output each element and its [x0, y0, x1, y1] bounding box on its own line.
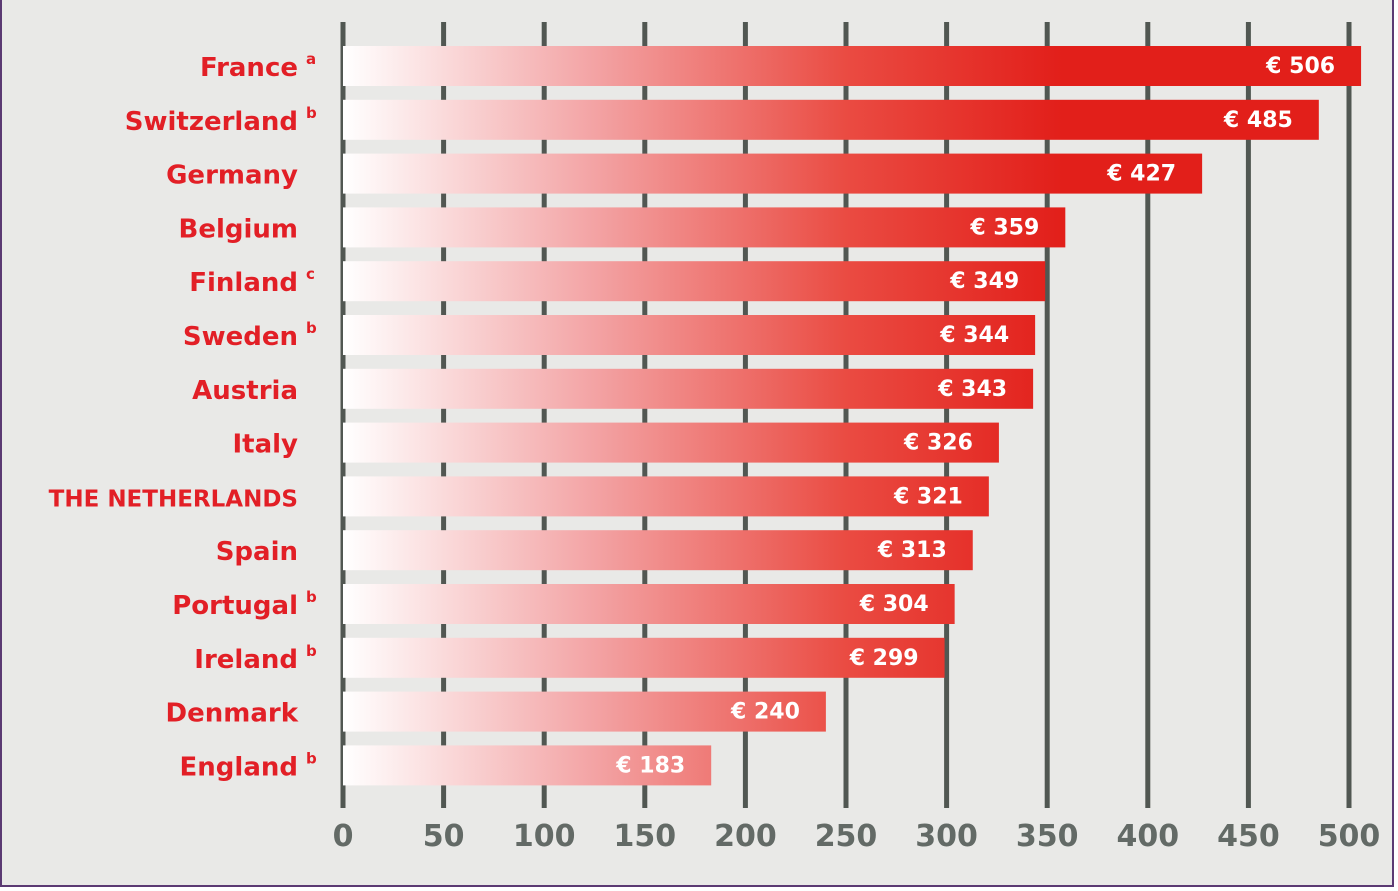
x-tick-label-100: 100 [513, 819, 576, 854]
category-label: Denmark [166, 699, 299, 729]
category-label: Sweden [183, 322, 298, 352]
value-label: € 299 [849, 646, 919, 671]
value-label: € 343 [937, 377, 1007, 402]
footnote-marker: b [306, 642, 317, 660]
bar-austria [343, 368, 1034, 409]
category-label: Belgium [179, 214, 299, 244]
category-label: England [180, 752, 298, 782]
x-tick-label-0: 0 [333, 819, 354, 854]
footnote-marker: b [306, 749, 317, 767]
bar-finland [343, 261, 1046, 302]
bar-italy [343, 422, 999, 463]
value-label: € 304 [859, 592, 929, 617]
category-label: Portugal [172, 591, 298, 621]
x-tick-label-450: 450 [1217, 819, 1280, 854]
x-tick-label-500: 500 [1318, 819, 1381, 854]
value-label: € 485 [1223, 108, 1293, 133]
category-label: Switzerland [125, 107, 298, 137]
bar-portugal [343, 584, 955, 624]
category-label: THE NETHERLANDS [49, 486, 298, 512]
bar-france [343, 46, 1362, 86]
category-label: Finland [189, 268, 298, 298]
category-label: Ireland [194, 645, 298, 675]
footnote-marker: c [306, 265, 315, 283]
value-label: € 359 [969, 215, 1039, 240]
category-label: France [200, 53, 298, 83]
footnote-marker: b [306, 319, 317, 337]
bar-spain [343, 530, 973, 571]
x-tick-label-150: 150 [613, 819, 676, 854]
value-label: € 344 [939, 323, 1009, 348]
value-label: € 183 [615, 753, 685, 778]
value-label: € 240 [730, 700, 800, 725]
value-label: € 349 [949, 269, 1019, 294]
bar-switzerland [343, 99, 1319, 140]
x-tick-label-350: 350 [1016, 819, 1079, 854]
x-tick-label-200: 200 [714, 819, 777, 854]
x-tick-label-300: 300 [915, 819, 978, 854]
footnote-marker: b [306, 588, 317, 606]
bar-ireland [343, 637, 945, 678]
bar-the-netherlands [343, 476, 989, 517]
category-label: Italy [232, 430, 298, 460]
bar-belgium [343, 207, 1066, 248]
category-label: Spain [216, 537, 298, 567]
value-label: € 506 [1265, 54, 1335, 79]
value-label: € 321 [893, 484, 963, 509]
value-label: € 313 [877, 538, 947, 563]
x-tick-label-250: 250 [815, 819, 878, 854]
footnote-marker: a [306, 50, 316, 68]
value-label: € 427 [1106, 162, 1176, 187]
x-tick-label-400: 400 [1116, 819, 1179, 854]
category-label: Germany [166, 161, 298, 191]
value-label: € 326 [903, 431, 973, 456]
category-label: Austria [192, 376, 298, 406]
x-tick-label-50: 50 [423, 819, 465, 854]
bar-denmark [343, 691, 826, 732]
bar-england [343, 745, 712, 786]
bar-germany [343, 153, 1203, 194]
footnote-marker: b [306, 104, 317, 122]
bar-sweden [343, 315, 1036, 355]
